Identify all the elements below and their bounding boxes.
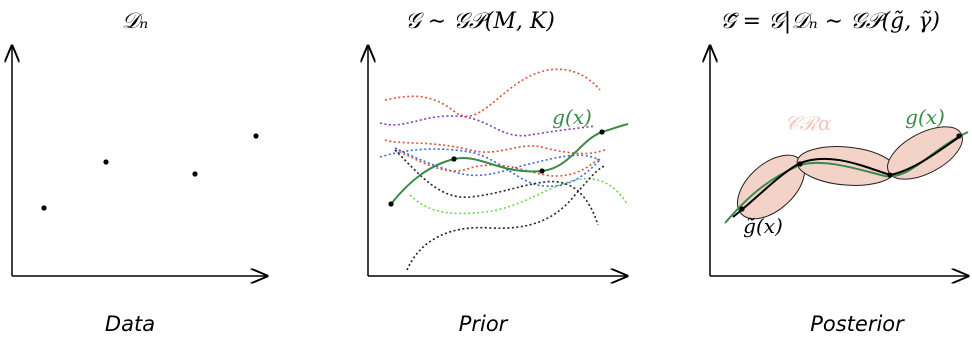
prior-data-point [388, 201, 394, 207]
prior-data-point [599, 129, 605, 135]
data-points [41, 133, 259, 211]
prior-sample-black-2 [406, 165, 606, 271]
prior-sample-red-3 [394, 149, 601, 177]
prior-axes [368, 46, 627, 276]
prior-panel: 𝒢 ∼ 𝒢𝒫(M, K) g(x) Prior [368, 9, 629, 336]
credible-ellipse [887, 126, 963, 180]
posterior-caption: Posterior [810, 312, 905, 336]
prior-sample-red-1 [384, 68, 601, 117]
posterior-title: 𝒢̃ = 𝒢|𝒟ₙ ∼ 𝒢𝒫(g̃, γ̃) [720, 9, 940, 34]
data-axes [12, 46, 267, 276]
prior-samples [379, 68, 629, 271]
posterior-region-label: 𝒞ℛα [785, 111, 832, 135]
prior-sample-red-2 [384, 139, 606, 155]
prior-curve-label: g(x) [552, 105, 592, 129]
prior-title: 𝒢 ∼ 𝒢𝒫(M, K) [405, 9, 555, 34]
prior-sample-blue [379, 148, 601, 187]
posterior-data-point [956, 133, 962, 139]
posterior-panel: 𝒢̃ = 𝒢|𝒟ₙ ∼ 𝒢𝒫(g̃, γ̃) 𝒞ℛα g(x) g̃(x) Po… [710, 9, 971, 336]
posterior-data-point [739, 206, 745, 212]
posterior-data-points [739, 133, 962, 212]
posterior-axes [710, 46, 968, 276]
prior-data-points [388, 129, 605, 207]
prior-true-function [390, 123, 629, 205]
prior-caption: Prior [459, 312, 509, 336]
prior-sample-blue-2 [394, 147, 601, 177]
prior-data-point [539, 168, 545, 174]
prior-sample-black-1 [394, 149, 599, 226]
prior-sample-green [409, 178, 629, 215]
posterior-data-point [797, 161, 803, 167]
posterior-data-point [887, 172, 893, 178]
data-point [41, 205, 47, 211]
prior-sample-purple [379, 115, 596, 137]
data-point [192, 171, 198, 177]
data-caption: Data [105, 312, 155, 336]
posterior-mean-label: g̃(x) [743, 214, 783, 238]
posterior-curve-label: g(x) [905, 105, 945, 129]
prior-data-point [451, 156, 457, 162]
posterior-mean [732, 134, 963, 218]
data-title: 𝒟ₙ [122, 9, 148, 34]
data-point [253, 133, 259, 139]
data-panel: 𝒟ₙ Data [12, 9, 267, 336]
data-point [103, 159, 109, 165]
